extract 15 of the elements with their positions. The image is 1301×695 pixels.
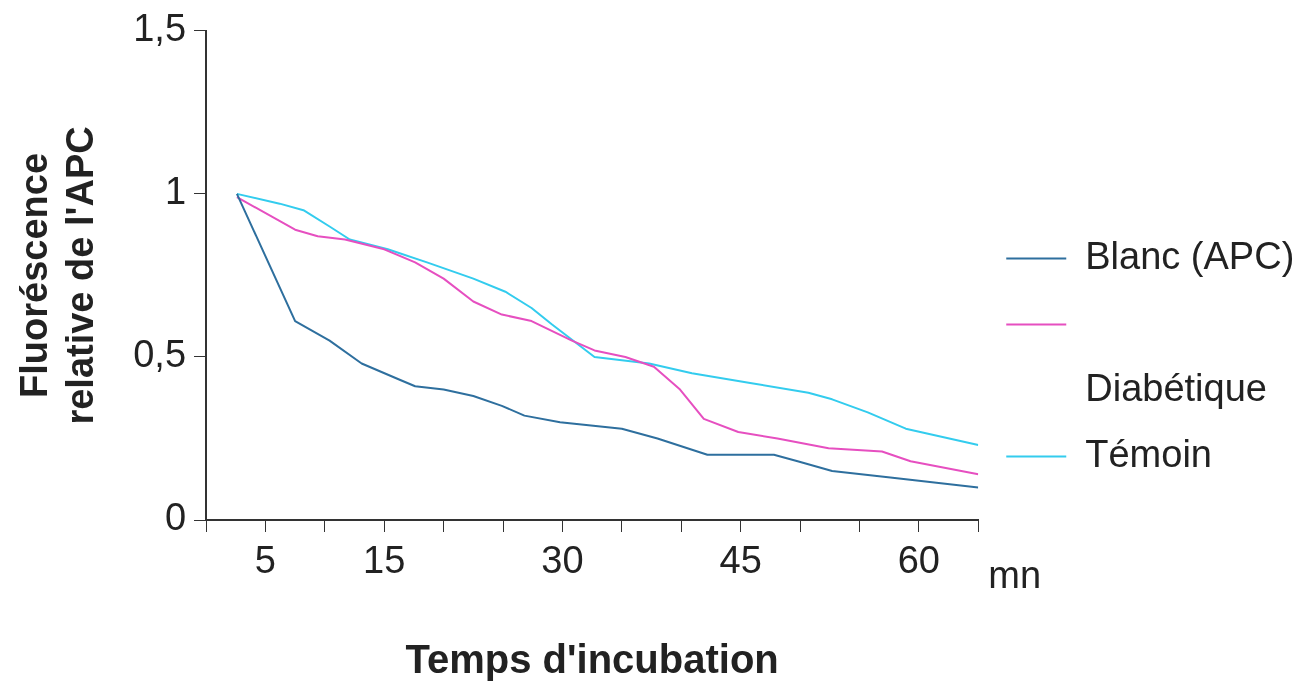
x-tick-label: 15	[363, 539, 406, 582]
x-tick-label: 30	[541, 539, 584, 582]
legend-label: Témoin	[1085, 432, 1212, 475]
y-axis-title: Fluoréscence relative de l'APC	[13, 126, 101, 425]
x-tick-label: 45	[719, 539, 762, 582]
text: Diabétique	[1085, 366, 1267, 409]
y-tick-label: 1	[164, 170, 187, 213]
y-tick-label: 0,5	[133, 333, 187, 376]
y-tick-label: 0	[164, 496, 187, 539]
legend-label: Blanc (APC)	[1085, 234, 1295, 277]
text: mn	[988, 554, 1042, 597]
x-axis-title: Temps d'incubation	[405, 637, 779, 682]
x-tick-label: 5	[254, 539, 276, 582]
y-tick-label: 1,5	[133, 7, 187, 50]
x-tick-label: 60	[897, 539, 940, 582]
